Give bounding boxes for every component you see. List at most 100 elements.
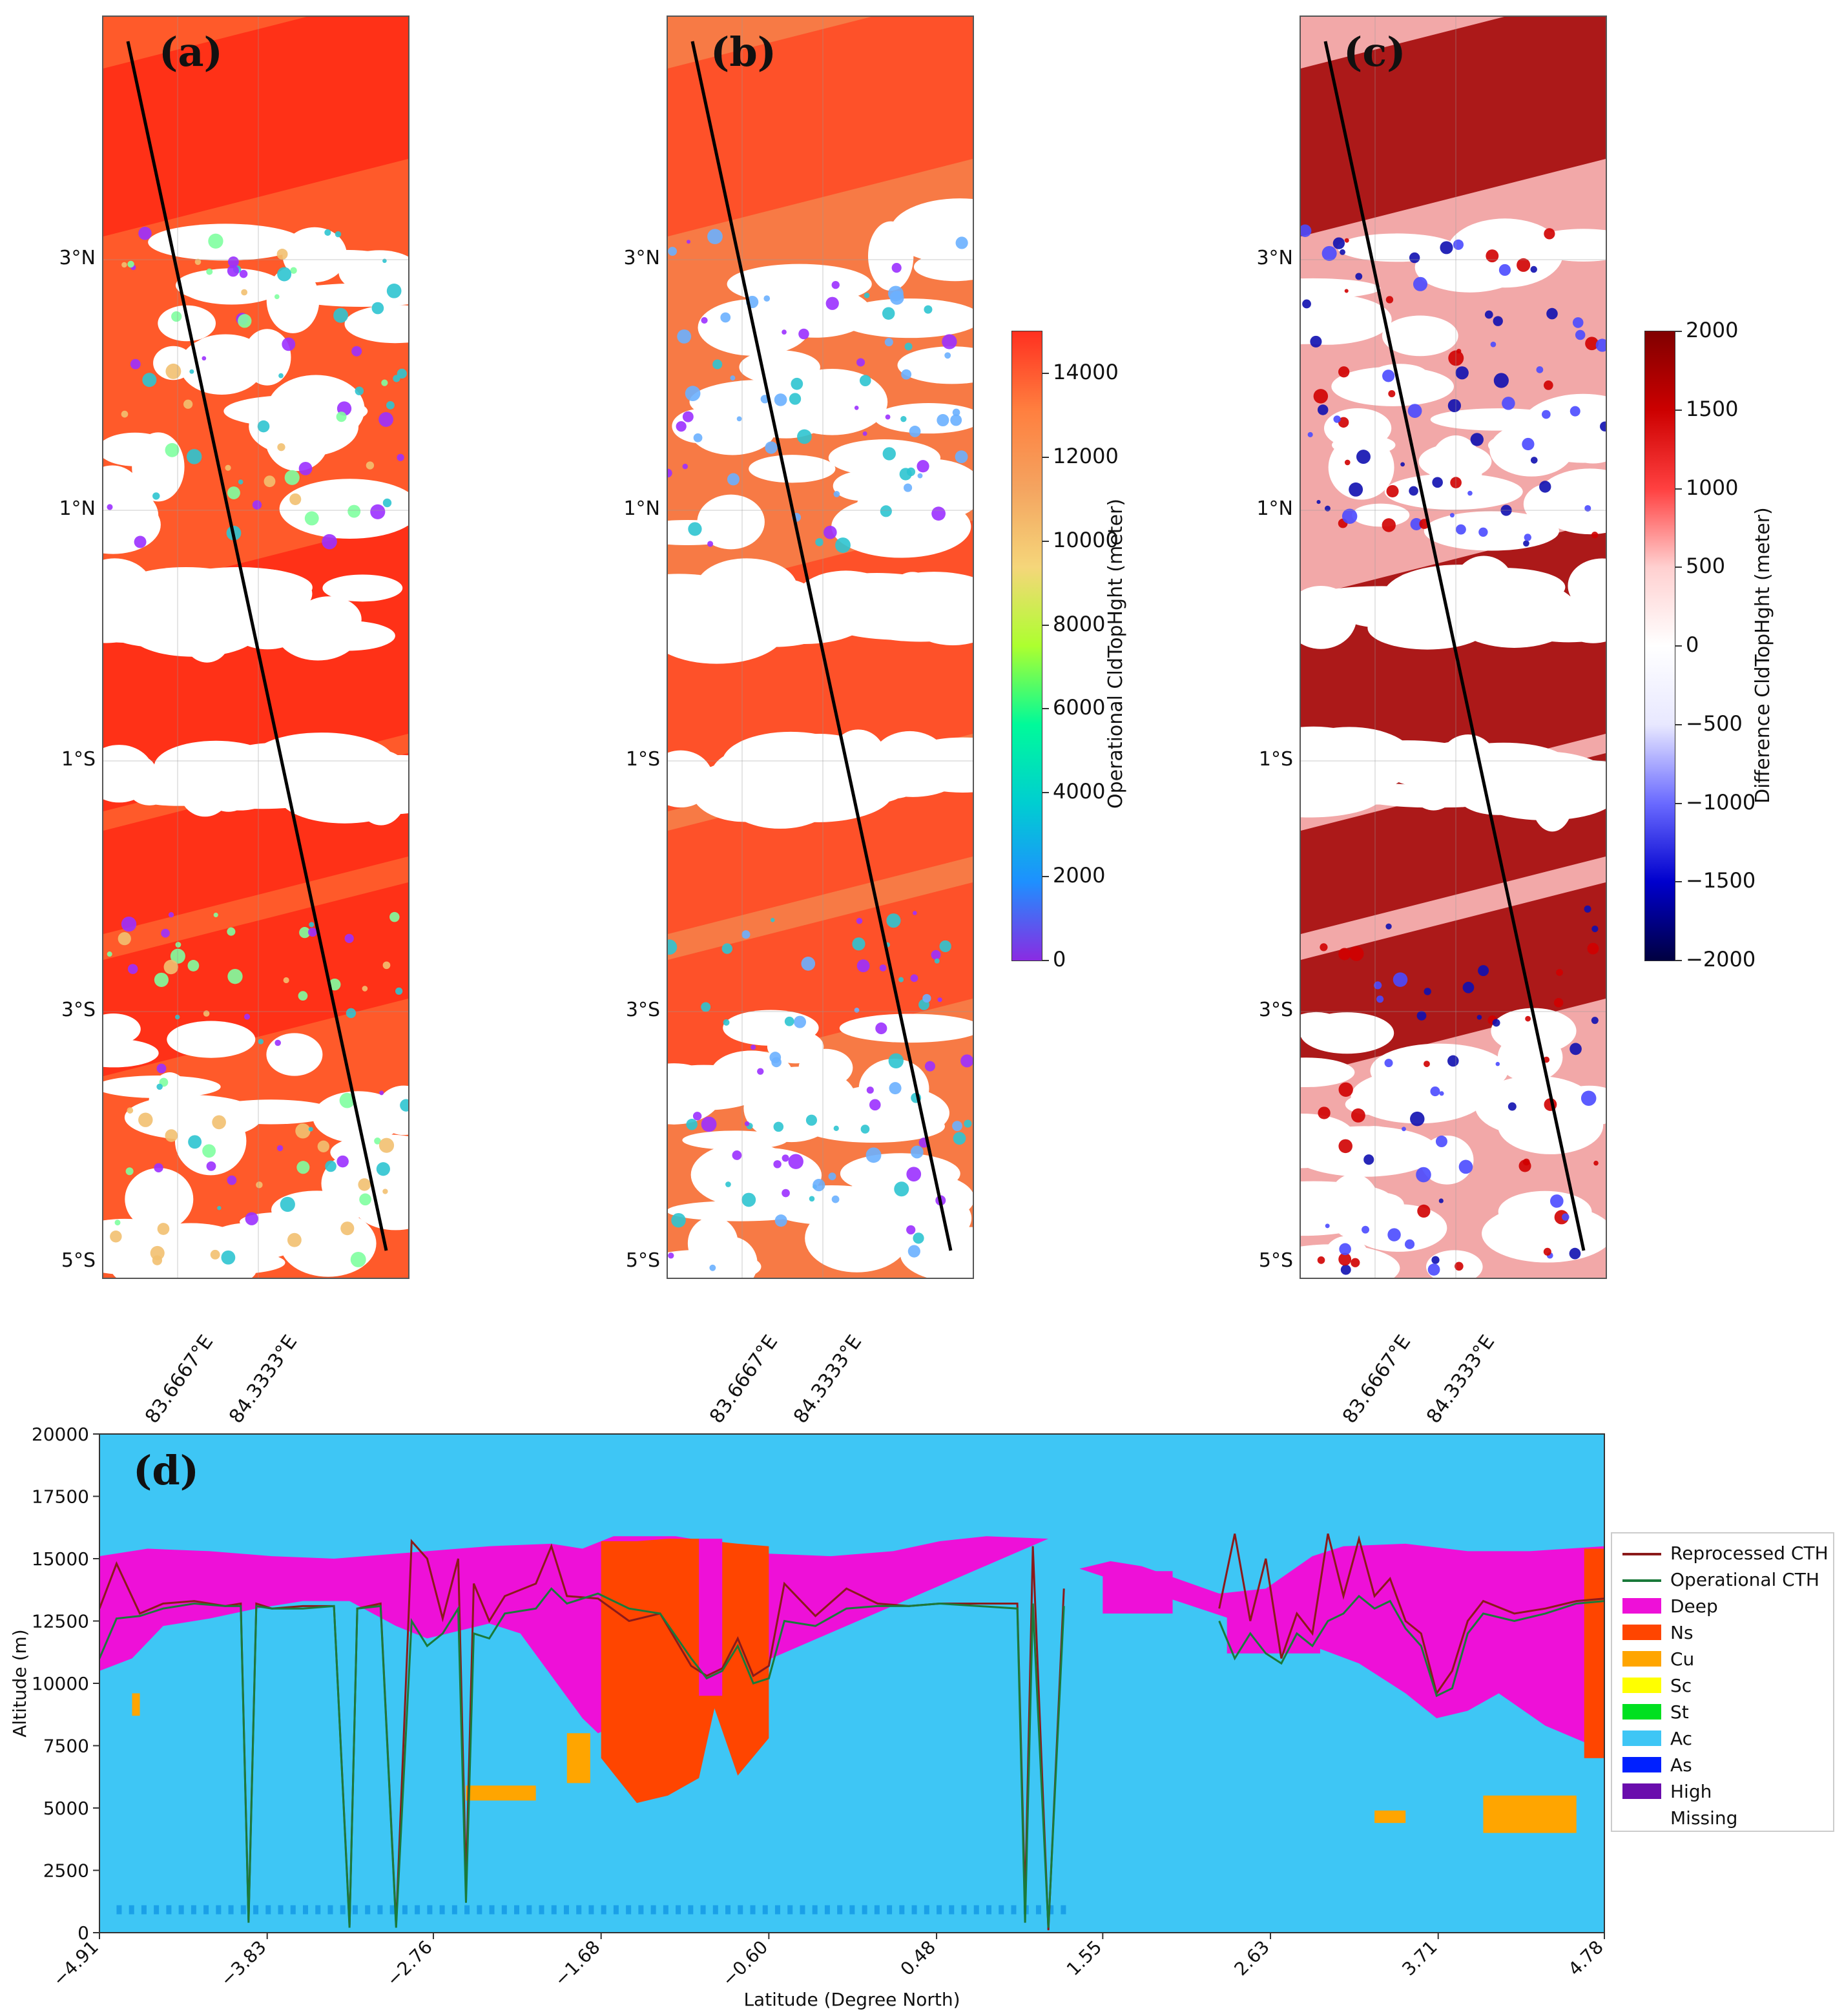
cloud-speck — [725, 1181, 731, 1187]
cloud-speck — [393, 375, 400, 382]
cloud-speck — [1302, 299, 1311, 309]
ac-background — [99, 1434, 1604, 1933]
low-ac-speck — [663, 1905, 668, 1915]
cloud-speck — [1356, 450, 1371, 464]
cloud-speck — [1569, 406, 1580, 417]
colorbar-tickmark — [1042, 540, 1049, 542]
cloud-speck — [400, 1099, 408, 1112]
cu-cloud-patch — [1483, 1795, 1577, 1833]
cloud-speck — [1543, 1247, 1551, 1256]
cloud-speck — [1544, 228, 1555, 240]
cloud-speck — [378, 412, 393, 427]
cloud-speck — [859, 375, 871, 386]
cloud-speck — [688, 522, 702, 536]
colorbar-tickmark — [1675, 488, 1682, 490]
lat-label: 1°N — [59, 497, 96, 520]
cloud-speck — [856, 917, 863, 924]
cloud-speck — [907, 1245, 920, 1258]
colorbar-tickmark — [1042, 456, 1049, 458]
colorbar-tickmark — [1675, 802, 1682, 804]
cloud-speck — [913, 911, 917, 915]
low-ac-speck — [949, 1905, 955, 1915]
cloud-speck — [1342, 508, 1358, 524]
cloud-speck — [1458, 1159, 1473, 1174]
cloud-speck — [682, 411, 694, 422]
clear-sky-patch — [322, 574, 403, 602]
cloud-speck — [1591, 1017, 1599, 1024]
clear-sky-patch — [174, 1107, 247, 1176]
colorbar-tickmark — [1042, 792, 1049, 794]
cloud-speck — [1404, 1239, 1415, 1249]
low-ac-speck — [688, 1905, 694, 1915]
cloud-speck — [395, 987, 403, 995]
cloud-speck — [824, 525, 837, 539]
cloud-speck — [156, 1083, 163, 1090]
cloud-speck — [791, 377, 803, 390]
lat-label: 1°S — [61, 748, 96, 771]
low-ac-speck — [451, 1905, 457, 1915]
cloud-speck — [860, 1125, 870, 1134]
cloud-speck — [118, 931, 131, 946]
cloud-speck — [1316, 499, 1321, 504]
cloud-speck — [324, 229, 331, 236]
cloud-speck — [1338, 366, 1350, 378]
clear-sky-patch — [1301, 294, 1392, 345]
low-ac-speck — [1048, 1905, 1054, 1915]
cloud-speck — [668, 1252, 674, 1259]
colorbar-tickmark — [1675, 566, 1682, 568]
y-tick-label: 17500 — [32, 1486, 89, 1508]
cloud-speck — [782, 329, 787, 335]
cloud-speck — [1587, 942, 1599, 955]
cloud-speck — [256, 1181, 263, 1189]
cloud-speck — [801, 957, 816, 971]
cloud-speck — [1400, 462, 1405, 467]
map-panel-b — [667, 16, 974, 1279]
clear-sky-patch — [1332, 435, 1396, 455]
cloud-speck — [127, 1107, 134, 1114]
low-ac-speck — [365, 1905, 371, 1915]
cloud-speck — [910, 1145, 924, 1159]
cloud-speck — [939, 940, 951, 953]
cloud-speck — [757, 1068, 764, 1075]
clear-sky-patch — [1301, 760, 1394, 797]
low-ac-speck — [315, 1905, 321, 1915]
cloud-speck — [1490, 341, 1497, 348]
cloud-speck — [765, 441, 778, 454]
cloud-speck — [359, 1193, 371, 1206]
cloud-speck — [900, 416, 907, 422]
clear-sky-patch — [727, 264, 872, 304]
cloud-speck — [1522, 1158, 1530, 1166]
cloud-speck — [339, 1092, 355, 1108]
low-ac-speck — [800, 1905, 805, 1915]
cloud-speck — [771, 918, 775, 922]
lat-label: 1°N — [1256, 497, 1293, 520]
clear-sky-patch — [668, 594, 787, 664]
ns-cloud-region — [601, 1539, 769, 1803]
clear-sky-patch — [112, 1249, 256, 1278]
cloud-speck — [379, 1090, 384, 1096]
cloud-speck — [1439, 1091, 1444, 1096]
low-ac-speck — [837, 1905, 843, 1915]
low-ac-speck — [738, 1905, 743, 1915]
lat-label: 5°S — [1258, 1249, 1293, 1272]
cloud-speck — [917, 473, 923, 479]
cloud-speck — [782, 1189, 790, 1198]
cloud-speck — [1344, 289, 1349, 293]
cloud-speck — [322, 534, 337, 550]
cloud-speck — [1530, 457, 1538, 464]
low-ac-speck — [986, 1905, 991, 1915]
low-ac-speck — [1011, 1905, 1017, 1915]
low-ac-speck — [588, 1905, 594, 1915]
cloud-speck — [210, 1249, 220, 1260]
lat-label: 1°N — [623, 497, 660, 520]
cloud-speck — [127, 964, 138, 974]
colorbar-tickmark — [1675, 331, 1682, 332]
cloud-speck — [171, 311, 182, 322]
cloud-speck — [1484, 310, 1493, 319]
cloud-speck — [686, 240, 691, 244]
low-ac-speck — [327, 1905, 333, 1915]
cloud-speck — [252, 500, 262, 510]
cloud-speck — [1351, 1258, 1360, 1267]
cloud-speck — [917, 460, 929, 473]
cloud-speck — [1595, 338, 1606, 352]
